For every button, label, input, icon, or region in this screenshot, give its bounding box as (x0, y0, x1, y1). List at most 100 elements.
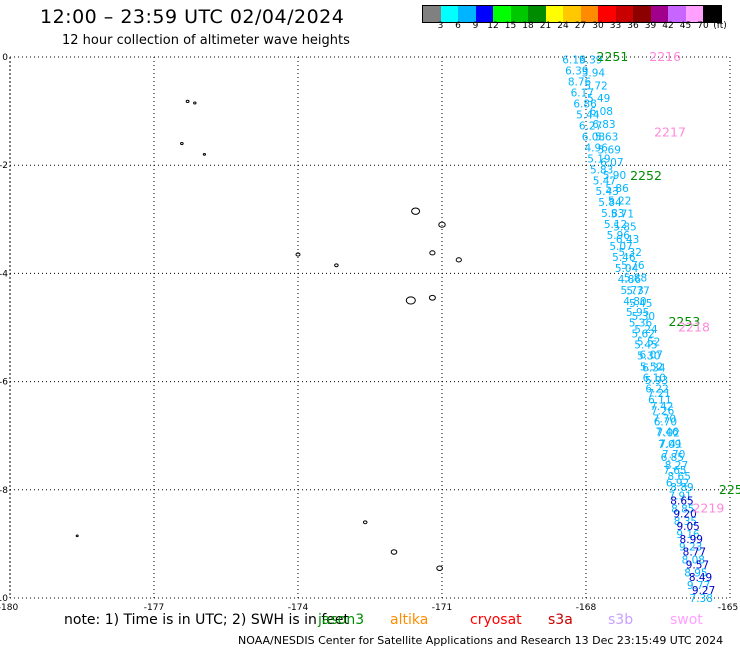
y-tick-label: -8 (0, 486, 8, 496)
wave-height-value: 6.92 (666, 478, 689, 490)
x-tick-label: -177 (144, 603, 164, 610)
color-swatch (458, 6, 476, 22)
color-scale-label: 24 (557, 21, 569, 31)
wave-height-value: 5.73 (620, 285, 643, 297)
color-scale-label: 6 (455, 21, 461, 31)
wave-height-value: 5.07 (609, 241, 632, 253)
wave-height-value: 5.04 (615, 263, 639, 275)
color-swatch (563, 6, 581, 22)
wave-height-value: 5.30 (632, 311, 655, 323)
color-scale-label: 27 (574, 21, 587, 31)
wave-height-value: 5.94 (582, 68, 606, 80)
island-outline (180, 142, 184, 146)
wave-height-value: 7.02 (656, 427, 679, 439)
pass-time-label: 2253 (668, 314, 700, 329)
wave-height-value: 7.09 (658, 439, 681, 451)
color-scale-label: 39 (644, 21, 657, 31)
island-outline (436, 565, 443, 571)
wave-height-value: 5.83 (590, 164, 613, 176)
wave-height-value: 5.93 (645, 375, 668, 387)
wave-height-value: 7.38 (690, 593, 713, 605)
island-outline (295, 252, 301, 257)
wave-height-value: 9.23 (679, 542, 702, 554)
color-scale-label: 18 (522, 21, 534, 31)
mission-label: s3a (548, 612, 573, 628)
wave-height-value: 8.35 (674, 516, 697, 528)
wave-height-value: 8.95 (684, 567, 707, 579)
wave-height-value: 7.42 (650, 401, 673, 413)
map-plot: 6.196.398.766.176.865.446.276.084.965.19… (0, 49, 740, 610)
island-outline (202, 153, 206, 156)
color-swatch (493, 6, 511, 22)
wave-height-value: 6.39 (579, 55, 602, 67)
wave-height-value: 8.89 (670, 482, 693, 494)
wave-height-value: 9.05 (676, 521, 699, 533)
map-grid (9, 56, 731, 599)
x-tick-label: -165 (718, 603, 738, 610)
wave-height-value: 4.86 (618, 274, 642, 286)
wave-height-value: 5.85 (613, 221, 636, 233)
wave-height-value: 7.21 (647, 388, 670, 400)
footer-credit: NOAA/NESDIS Center for Satellite Applica… (238, 634, 724, 647)
islands-layer (75, 99, 462, 571)
axis-ticks: -180 -177 -174 -171 -168 -165 0 -2 -4 -6 -8 -10 (0, 53, 738, 610)
wave-height-value: 6.83 (592, 119, 615, 131)
island-outline (185, 99, 190, 103)
color-swatch (650, 6, 668, 22)
mission-label: swot (670, 612, 703, 628)
x-tick-label: -174 (288, 603, 309, 610)
wave-height-value: 8.76 (568, 77, 592, 89)
wave-height-value: 7.46 (655, 426, 679, 438)
color-scale-label: 42 (662, 21, 674, 31)
wave-height-value: 5.22 (608, 196, 631, 208)
wave-height-value: 5.44 (576, 109, 600, 121)
wave-height-value: 6.39 (565, 66, 588, 78)
note-text: note: 1) Time is in UTC; 2) SWH is in fe… (64, 612, 350, 628)
x-tick-label: -168 (576, 603, 597, 610)
color-swatch (580, 6, 598, 22)
color-scale-label: 36 (627, 21, 639, 31)
wave-height-value: 8.08 (682, 555, 705, 567)
mission-label: jason3 (318, 612, 365, 628)
pass-time-label: 2219 (692, 501, 724, 516)
color-swatch (423, 6, 441, 22)
wave-height-value: 8.49 (689, 572, 712, 584)
island-outline (438, 221, 446, 228)
color-swatch (545, 6, 563, 22)
pass-time-label: 2218 (678, 320, 710, 335)
wave-height-value: 6.70 (654, 416, 677, 428)
wave-height-value: 5.52 (640, 362, 663, 374)
color-swatch (668, 6, 686, 22)
island-outline (411, 207, 421, 215)
pass-time-label: 2217 (654, 125, 686, 140)
island-outline (429, 250, 436, 256)
wave-height-value: 6.08 (590, 106, 613, 118)
color-scale-label: 33 (609, 21, 622, 31)
plot-frame (9, 56, 731, 599)
pass-time-label: 2251 (596, 49, 628, 64)
wave-height-value: 5.47 (593, 175, 616, 187)
island-outline (455, 257, 462, 263)
wave-height-value: 5.88 (624, 273, 647, 285)
wave-height-value: 9.77 (687, 580, 710, 592)
wave-height-value: 4.96 (584, 142, 608, 154)
wave-height-value: 7.41 (659, 438, 682, 450)
wave-height-value: 8.65 (670, 496, 693, 508)
wave-height-value: 6.07 (640, 349, 663, 361)
wave-height-value: 8.65 (668, 471, 691, 483)
wave-height-value: 5.49 (587, 93, 610, 105)
wave-height-value: 6.34 (642, 362, 666, 374)
wave-height-value: 5.90 (603, 170, 626, 182)
x-tick-label: -180 (0, 603, 18, 610)
color-scale-label: 30 (592, 21, 604, 31)
map-title: 12:00 – 23:59 UTC 02/04/2024 (40, 6, 345, 28)
wave-height-value: 8.27 (665, 460, 688, 472)
wave-height-value: 5.45 (634, 340, 657, 352)
island-outline (428, 294, 436, 301)
wave-height-value: 5.76 (621, 260, 645, 272)
wave-height-value: 5.45 (629, 298, 652, 310)
wave-height-value: 6.10 (643, 373, 666, 385)
color-scale-label: 3 (437, 21, 444, 31)
wave-height-value: 6.11 (648, 394, 671, 406)
wave-height-value: 6.27 (579, 120, 602, 132)
